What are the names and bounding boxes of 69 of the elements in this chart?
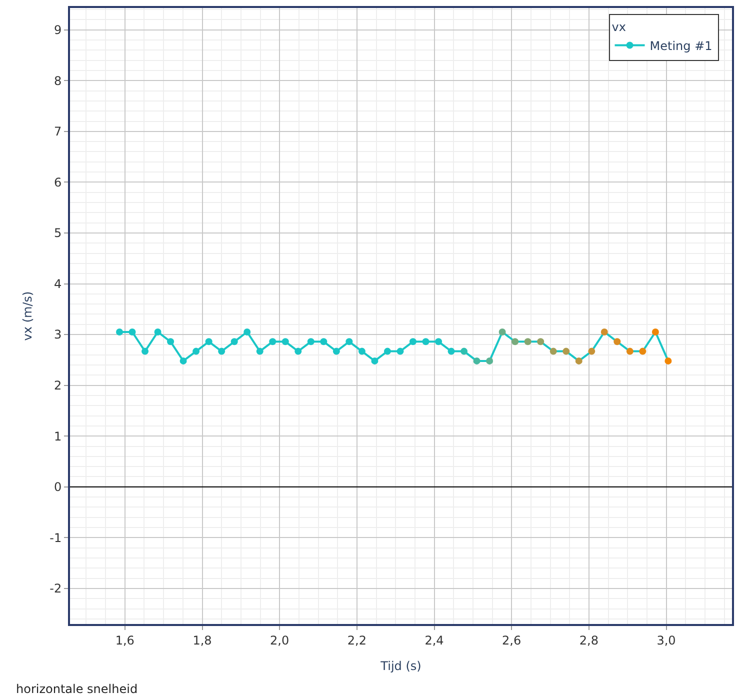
point bbox=[384, 348, 391, 355]
x-tick-label: 1,6 bbox=[115, 633, 134, 648]
point bbox=[371, 357, 378, 364]
y-tick-label: 1 bbox=[54, 429, 62, 444]
x-tick-label: 2,4 bbox=[424, 633, 444, 648]
point bbox=[320, 338, 328, 346]
point bbox=[230, 338, 238, 346]
point bbox=[512, 338, 519, 346]
y-tick-label: 2 bbox=[54, 378, 62, 393]
legend-title: vx bbox=[612, 20, 626, 34]
legend-label: Meting #1 bbox=[650, 38, 712, 53]
y-tick-label: 5 bbox=[54, 226, 62, 240]
point bbox=[192, 348, 200, 355]
point bbox=[626, 348, 634, 355]
x-tick-label: 1,8 bbox=[192, 633, 212, 648]
x-tick-label: 2,2 bbox=[347, 633, 366, 648]
x-tick-label: 3,0 bbox=[656, 633, 676, 648]
y-tick-label: 8 bbox=[54, 74, 62, 88]
point bbox=[142, 348, 149, 355]
x-tick-label: 2,6 bbox=[502, 633, 522, 648]
y-tick-label: -1 bbox=[50, 530, 62, 545]
point bbox=[562, 348, 570, 355]
text: horizontale snelheid bbox=[16, 682, 138, 696]
point bbox=[282, 338, 289, 346]
point bbox=[588, 348, 596, 355]
point bbox=[652, 328, 659, 336]
point bbox=[575, 357, 582, 364]
point bbox=[486, 357, 494, 364]
point bbox=[244, 328, 251, 336]
point bbox=[396, 348, 404, 355]
point bbox=[537, 338, 544, 346]
point bbox=[664, 357, 672, 364]
point bbox=[205, 338, 212, 346]
point bbox=[218, 348, 226, 355]
y-tick-label: 7 bbox=[54, 124, 62, 139]
point bbox=[460, 348, 468, 355]
point bbox=[639, 348, 646, 355]
point bbox=[269, 338, 276, 346]
y-tick-label: 4 bbox=[54, 276, 62, 291]
x-tick-label: 2,0 bbox=[270, 633, 290, 648]
y-tick-label: -2 bbox=[50, 582, 62, 596]
point bbox=[524, 338, 532, 346]
point bbox=[358, 348, 366, 355]
point bbox=[256, 348, 264, 355]
point bbox=[473, 357, 480, 364]
x-axis-title: Tijd (s) bbox=[380, 658, 422, 673]
point bbox=[180, 357, 187, 364]
point bbox=[294, 348, 302, 355]
point bbox=[346, 338, 353, 346]
point bbox=[448, 348, 455, 355]
point bbox=[116, 328, 123, 336]
x-tick-label: 2,8 bbox=[579, 633, 598, 648]
point bbox=[154, 328, 162, 336]
point bbox=[167, 338, 174, 346]
y-axis-title: vx (m/s) bbox=[20, 291, 34, 341]
point bbox=[498, 328, 506, 336]
point bbox=[600, 328, 608, 336]
y-tick-label: 6 bbox=[54, 175, 62, 190]
point bbox=[550, 348, 557, 355]
point bbox=[128, 328, 136, 336]
point bbox=[307, 338, 314, 346]
y-tick-label: 0 bbox=[54, 480, 62, 494]
point bbox=[614, 338, 621, 346]
point bbox=[332, 348, 340, 355]
point bbox=[422, 338, 430, 346]
point bbox=[435, 338, 442, 346]
y-tick-label: 9 bbox=[54, 23, 62, 38]
point bbox=[409, 338, 416, 346]
y-tick-label: 3 bbox=[54, 328, 62, 342]
